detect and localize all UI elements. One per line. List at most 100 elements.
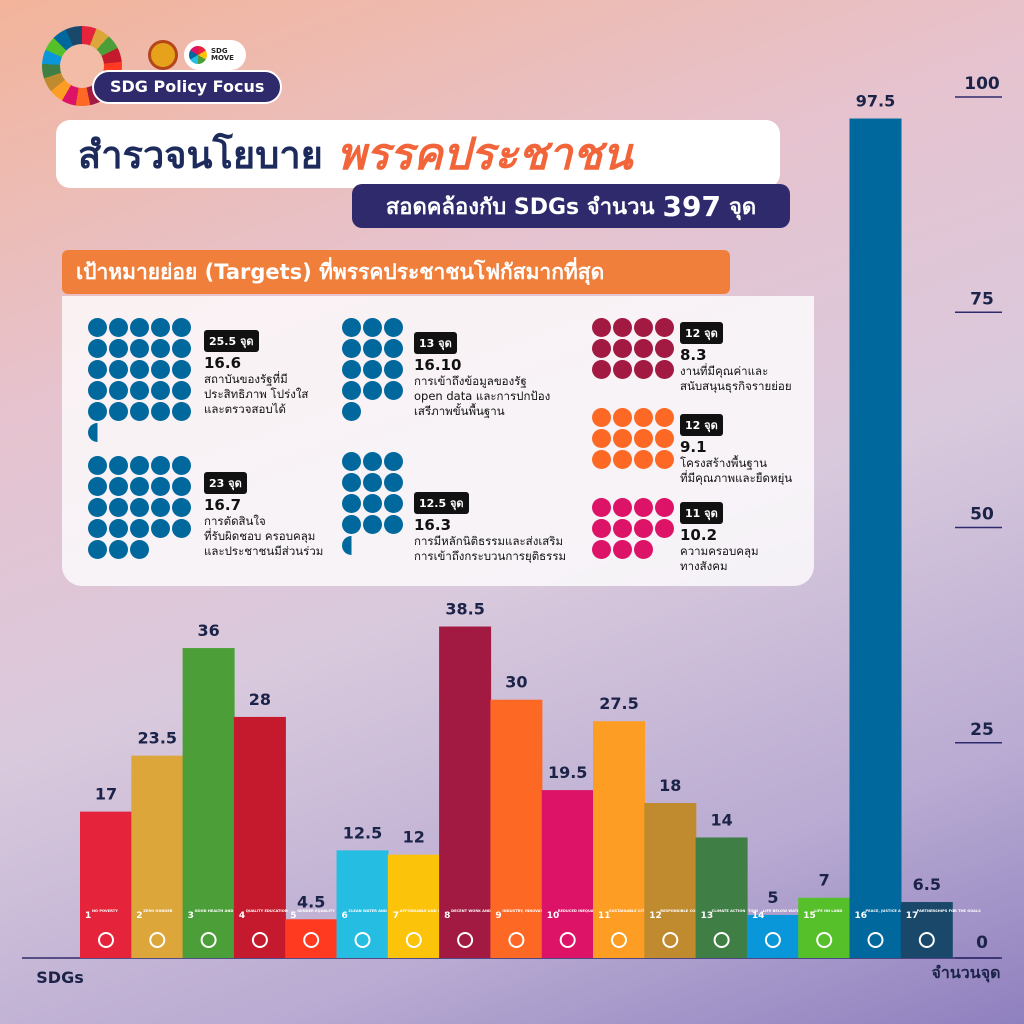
target-count: 23 จุด xyxy=(204,472,247,494)
target-dot xyxy=(592,498,611,517)
target-dot xyxy=(634,339,653,358)
target-dot-grid-16.3 xyxy=(342,452,403,555)
subtitle-box: สอดคล้องกับ SDGs จำนวน 397 จุด xyxy=(352,184,790,228)
bar-sdg-13 xyxy=(695,837,748,958)
target-dot xyxy=(109,498,128,517)
sdg-name-label: NO POVERTY xyxy=(92,909,118,913)
target-dot xyxy=(130,477,149,496)
bar-sdg-3 xyxy=(182,648,235,958)
target-dot xyxy=(363,473,382,492)
target-dot xyxy=(172,339,191,358)
target-item-8.3: 12 จุด 8.3 งานที่มีคุณค่าและ สนับสนุนธุรกิ… xyxy=(680,322,792,394)
target-dot xyxy=(109,360,128,379)
policy-focus-badge: SDG Policy Focus xyxy=(92,70,283,104)
target-dot xyxy=(384,381,403,400)
sdg-name-label: CLEAN WATER AND SANITATION xyxy=(349,909,413,913)
fish-icon xyxy=(764,932,781,948)
sdg-name-label: CLIMATE ACTION xyxy=(712,909,746,913)
target-count: 12 จุด xyxy=(680,414,723,436)
sdg-number-label: 15 xyxy=(803,911,816,921)
university-seal-icon xyxy=(148,40,178,70)
target-dot xyxy=(655,318,674,337)
target-dot xyxy=(109,402,128,421)
target-dot xyxy=(634,519,653,538)
bar-value-label: 14 xyxy=(710,810,732,829)
sdg-number-label: 13 xyxy=(701,911,714,921)
target-code: 16.6 xyxy=(204,354,242,372)
target-dot xyxy=(634,498,653,517)
sdg-number-label: 6 xyxy=(342,911,348,921)
target-dot xyxy=(88,339,107,358)
target-dot xyxy=(634,429,653,448)
target-dot xyxy=(151,498,170,517)
target-dot xyxy=(592,519,611,538)
bar-value-label: 12.5 xyxy=(343,823,382,842)
sdg-number-label: 4 xyxy=(239,911,245,921)
sun-icon xyxy=(405,932,422,948)
target-code: 8.3 xyxy=(680,346,707,364)
target-dot xyxy=(342,318,361,337)
target-dot xyxy=(655,429,674,448)
bar-value-label: 19.5 xyxy=(548,763,587,782)
target-dot xyxy=(109,519,128,538)
target-dot xyxy=(384,318,403,337)
city-icon xyxy=(611,932,627,948)
bar-sdg-8 xyxy=(439,626,492,958)
target-item-10.2: 11 จุด 10.2 ความครอบคลุม ทางสังคม xyxy=(680,502,759,574)
bar-sdg-5 xyxy=(285,919,338,958)
target-dot xyxy=(363,318,382,337)
target-dot xyxy=(88,540,107,559)
target-dot xyxy=(109,540,128,559)
sdg-move-text: SDG MOVE xyxy=(211,47,234,62)
sdg-number-label: 11 xyxy=(598,911,611,921)
sdg-wheel-logo xyxy=(42,26,122,106)
target-dot xyxy=(342,402,361,421)
target-dot xyxy=(130,402,149,421)
target-dot xyxy=(655,498,674,517)
target-dot xyxy=(88,498,107,517)
target-item-16.7: 23 จุด 16.7 การตัดสินใจ ที่รับผิดชอบ ครอบค… xyxy=(204,472,323,559)
target-dot xyxy=(172,402,191,421)
subtitle-suffix: จุด xyxy=(728,194,757,220)
water-drop-icon xyxy=(354,932,371,948)
sdg-name-label: LIFE BELOW WATER xyxy=(763,909,803,913)
sdg-number-label: 9 xyxy=(495,911,501,921)
bar-sdg-10 xyxy=(541,790,594,958)
target-dot xyxy=(342,473,361,492)
target-dot xyxy=(634,360,653,379)
sdg-number-label: 16 xyxy=(855,911,868,921)
bar-value-label: 23.5 xyxy=(138,729,177,748)
target-dot xyxy=(130,339,149,358)
target-code: 16.10 xyxy=(414,356,462,374)
target-count: 25.5 จุด xyxy=(204,330,259,352)
bar-value-label: 6.5 xyxy=(913,875,941,894)
target-dot xyxy=(88,318,107,337)
target-dot xyxy=(88,402,107,421)
target-item-16.10: 13 จุด 16.10 การเข้าถึงข้อมูลของรัฐ open d… xyxy=(414,332,550,419)
bar-value-label: 38.5 xyxy=(445,600,484,619)
target-dot xyxy=(613,519,632,538)
target-dot xyxy=(634,540,653,559)
growth-chart-icon xyxy=(457,932,474,948)
y-tick-label: 0 xyxy=(976,933,988,953)
target-dot xyxy=(592,318,611,337)
target-dot xyxy=(109,339,128,358)
target-dot xyxy=(109,318,128,337)
target-code: 16.3 xyxy=(414,516,452,534)
target-item-16.6: 25.5 จุด 16.6 สถาบันของรัฐที่มี ประสิทธิภา… xyxy=(204,330,308,417)
target-dot xyxy=(342,452,361,471)
x-axis-label: SDGs xyxy=(36,968,83,987)
sdg-number-label: 14 xyxy=(752,911,765,921)
target-dot xyxy=(363,381,382,400)
target-code: 10.2 xyxy=(680,526,718,544)
sdg-number-label: 2 xyxy=(136,911,142,921)
target-dot xyxy=(613,540,632,559)
target-dot xyxy=(109,477,128,496)
partner-logos: SDG MOVE xyxy=(148,40,246,70)
target-dot-grid-16.10 xyxy=(342,318,403,421)
target-dot xyxy=(130,540,149,559)
target-dot xyxy=(172,456,191,475)
target-dot xyxy=(342,515,361,534)
target-dot xyxy=(363,339,382,358)
bar-value-label: 97.5 xyxy=(856,92,895,111)
